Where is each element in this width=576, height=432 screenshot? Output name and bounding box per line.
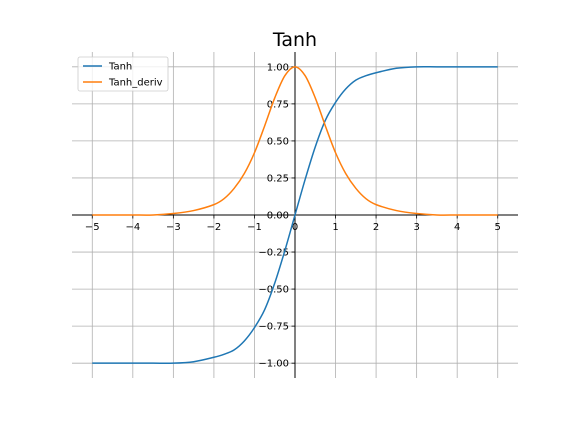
y-tick-label: 1.00: [267, 62, 289, 73]
x-tick-label: −3: [166, 222, 181, 233]
y-tick-label: −0.75: [258, 322, 289, 333]
x-tick-label: 2: [373, 222, 379, 233]
ticks: −5 −4 −3 −2 −1 0 1 2 3 4 5−1.00−0.75−0.50−0.250.00…: [85, 62, 501, 369]
legend-label: Tanh_deriv: [108, 78, 163, 89]
y-tick-label: 0.00: [267, 211, 289, 222]
legend: Tanh Tanh_deriv: [78, 57, 168, 91]
chart-title: Tanh: [272, 29, 317, 51]
x-tick-label: 4: [454, 222, 460, 233]
legend-label: Tanh: [108, 62, 132, 73]
y-tick-label: 0.50: [267, 136, 289, 147]
x-tick-label: 5: [495, 222, 501, 233]
y-tick-label: −1.00: [258, 359, 289, 370]
y-tick-label: 0.25: [267, 173, 289, 184]
x-tick-label: −4: [125, 222, 140, 233]
x-tick-label: 3: [413, 222, 419, 233]
x-tick-label: 1: [332, 222, 338, 233]
x-tick-label: −2: [207, 222, 222, 233]
x-tick-label: −5: [85, 222, 100, 233]
x-tick-label: −1: [247, 222, 262, 233]
